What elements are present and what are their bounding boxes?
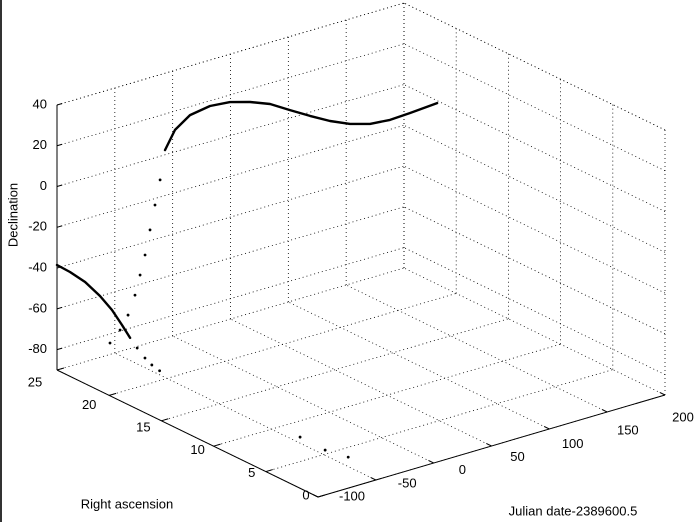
z-tick <box>56 184 63 188</box>
x-tick <box>543 426 550 430</box>
grid-line <box>56 247 405 350</box>
x-axis-title: Julian date-2389600.5 <box>509 503 638 518</box>
z-tick <box>56 306 63 310</box>
grid-line <box>56 124 405 228</box>
y-tick <box>265 469 273 473</box>
x-tick-label: -100 <box>339 488 365 503</box>
grid-line <box>56 165 405 269</box>
z-tick-label: -80 <box>28 341 47 356</box>
y-tick-label: 0 <box>302 487 309 502</box>
trajectory-point <box>158 178 162 182</box>
z-axis-title: Declination <box>5 183 20 247</box>
grid-line <box>109 293 457 396</box>
box-edge <box>56 2 405 106</box>
grid-line <box>230 318 492 447</box>
z-tick-label: 0 <box>40 178 47 193</box>
grid-line <box>56 43 405 147</box>
window-edge <box>0 0 2 522</box>
trajectory-point <box>133 293 137 297</box>
x-tick <box>659 392 666 396</box>
z-tick <box>56 102 63 106</box>
trajectory-point <box>126 313 130 317</box>
trajectory-line <box>55 263 132 340</box>
z-tick-label: 20 <box>33 137 47 152</box>
trajectory-point <box>143 356 147 360</box>
grid-line <box>114 352 377 481</box>
trajectory-point <box>298 435 302 439</box>
trajectory-point <box>153 203 157 207</box>
grid-line <box>56 84 405 187</box>
y-axis <box>56 369 319 498</box>
grid-line <box>403 124 666 253</box>
trajectory-point <box>138 273 142 277</box>
grid-line <box>403 165 666 294</box>
x-tick-label: 200 <box>672 409 694 424</box>
grid-line <box>403 84 666 212</box>
grid-line <box>56 206 405 310</box>
y-tick <box>213 443 221 447</box>
trajectory-point <box>143 253 147 257</box>
x-tick <box>370 477 377 481</box>
x-tick <box>428 460 434 464</box>
x-tick-label: 0 <box>459 462 466 477</box>
grid-line <box>403 267 666 396</box>
z-tick <box>56 347 63 351</box>
y-tick-label: 15 <box>136 420 150 435</box>
y-tick-label: 25 <box>28 374 42 389</box>
grid-line <box>345 284 608 413</box>
z-tick-label: 40 <box>33 96 47 111</box>
x-tick-label: 150 <box>617 423 639 438</box>
grid-line <box>161 318 509 422</box>
y-tick <box>317 494 326 498</box>
z-tick-label: -60 <box>28 300 47 315</box>
y-tick-label: 10 <box>190 442 204 457</box>
z-tick <box>56 225 63 228</box>
grid-line <box>403 43 666 172</box>
trajectory-point <box>323 448 327 452</box>
x-tick <box>312 494 319 498</box>
trajectory-point <box>158 369 162 373</box>
box-edge <box>403 2 666 131</box>
grid-line <box>213 343 561 447</box>
grid-line <box>265 369 613 472</box>
x-tick <box>601 409 608 413</box>
y-axis-title: Right ascension <box>81 496 174 511</box>
trajectory-point <box>346 455 350 459</box>
z-tick-label: -20 <box>28 219 47 234</box>
grid-line <box>403 2 666 131</box>
trajectory-point <box>135 346 139 350</box>
y-tick-label: 20 <box>82 397 96 412</box>
z-tick <box>56 143 63 147</box>
y-tick-label: 5 <box>248 465 255 480</box>
y-tick <box>56 367 65 371</box>
y-tick <box>109 392 117 396</box>
trajectory-point <box>150 363 154 367</box>
grid-line <box>172 335 434 464</box>
trajectory-point <box>108 341 112 345</box>
grid-line <box>403 206 666 335</box>
trajectory-line <box>163 100 439 152</box>
y-tick <box>161 418 169 422</box>
x-tick-label: 100 <box>562 436 584 451</box>
grid-line <box>288 301 550 430</box>
trajectory-point <box>148 228 152 232</box>
z-tick-label: -40 <box>28 260 47 275</box>
grid-line <box>403 247 666 375</box>
grid-line <box>56 267 405 371</box>
trajectory-point <box>118 328 122 332</box>
x-tick <box>486 443 492 447</box>
x-tick-label: -50 <box>398 475 417 490</box>
x-tick-label: 50 <box>510 449 524 464</box>
